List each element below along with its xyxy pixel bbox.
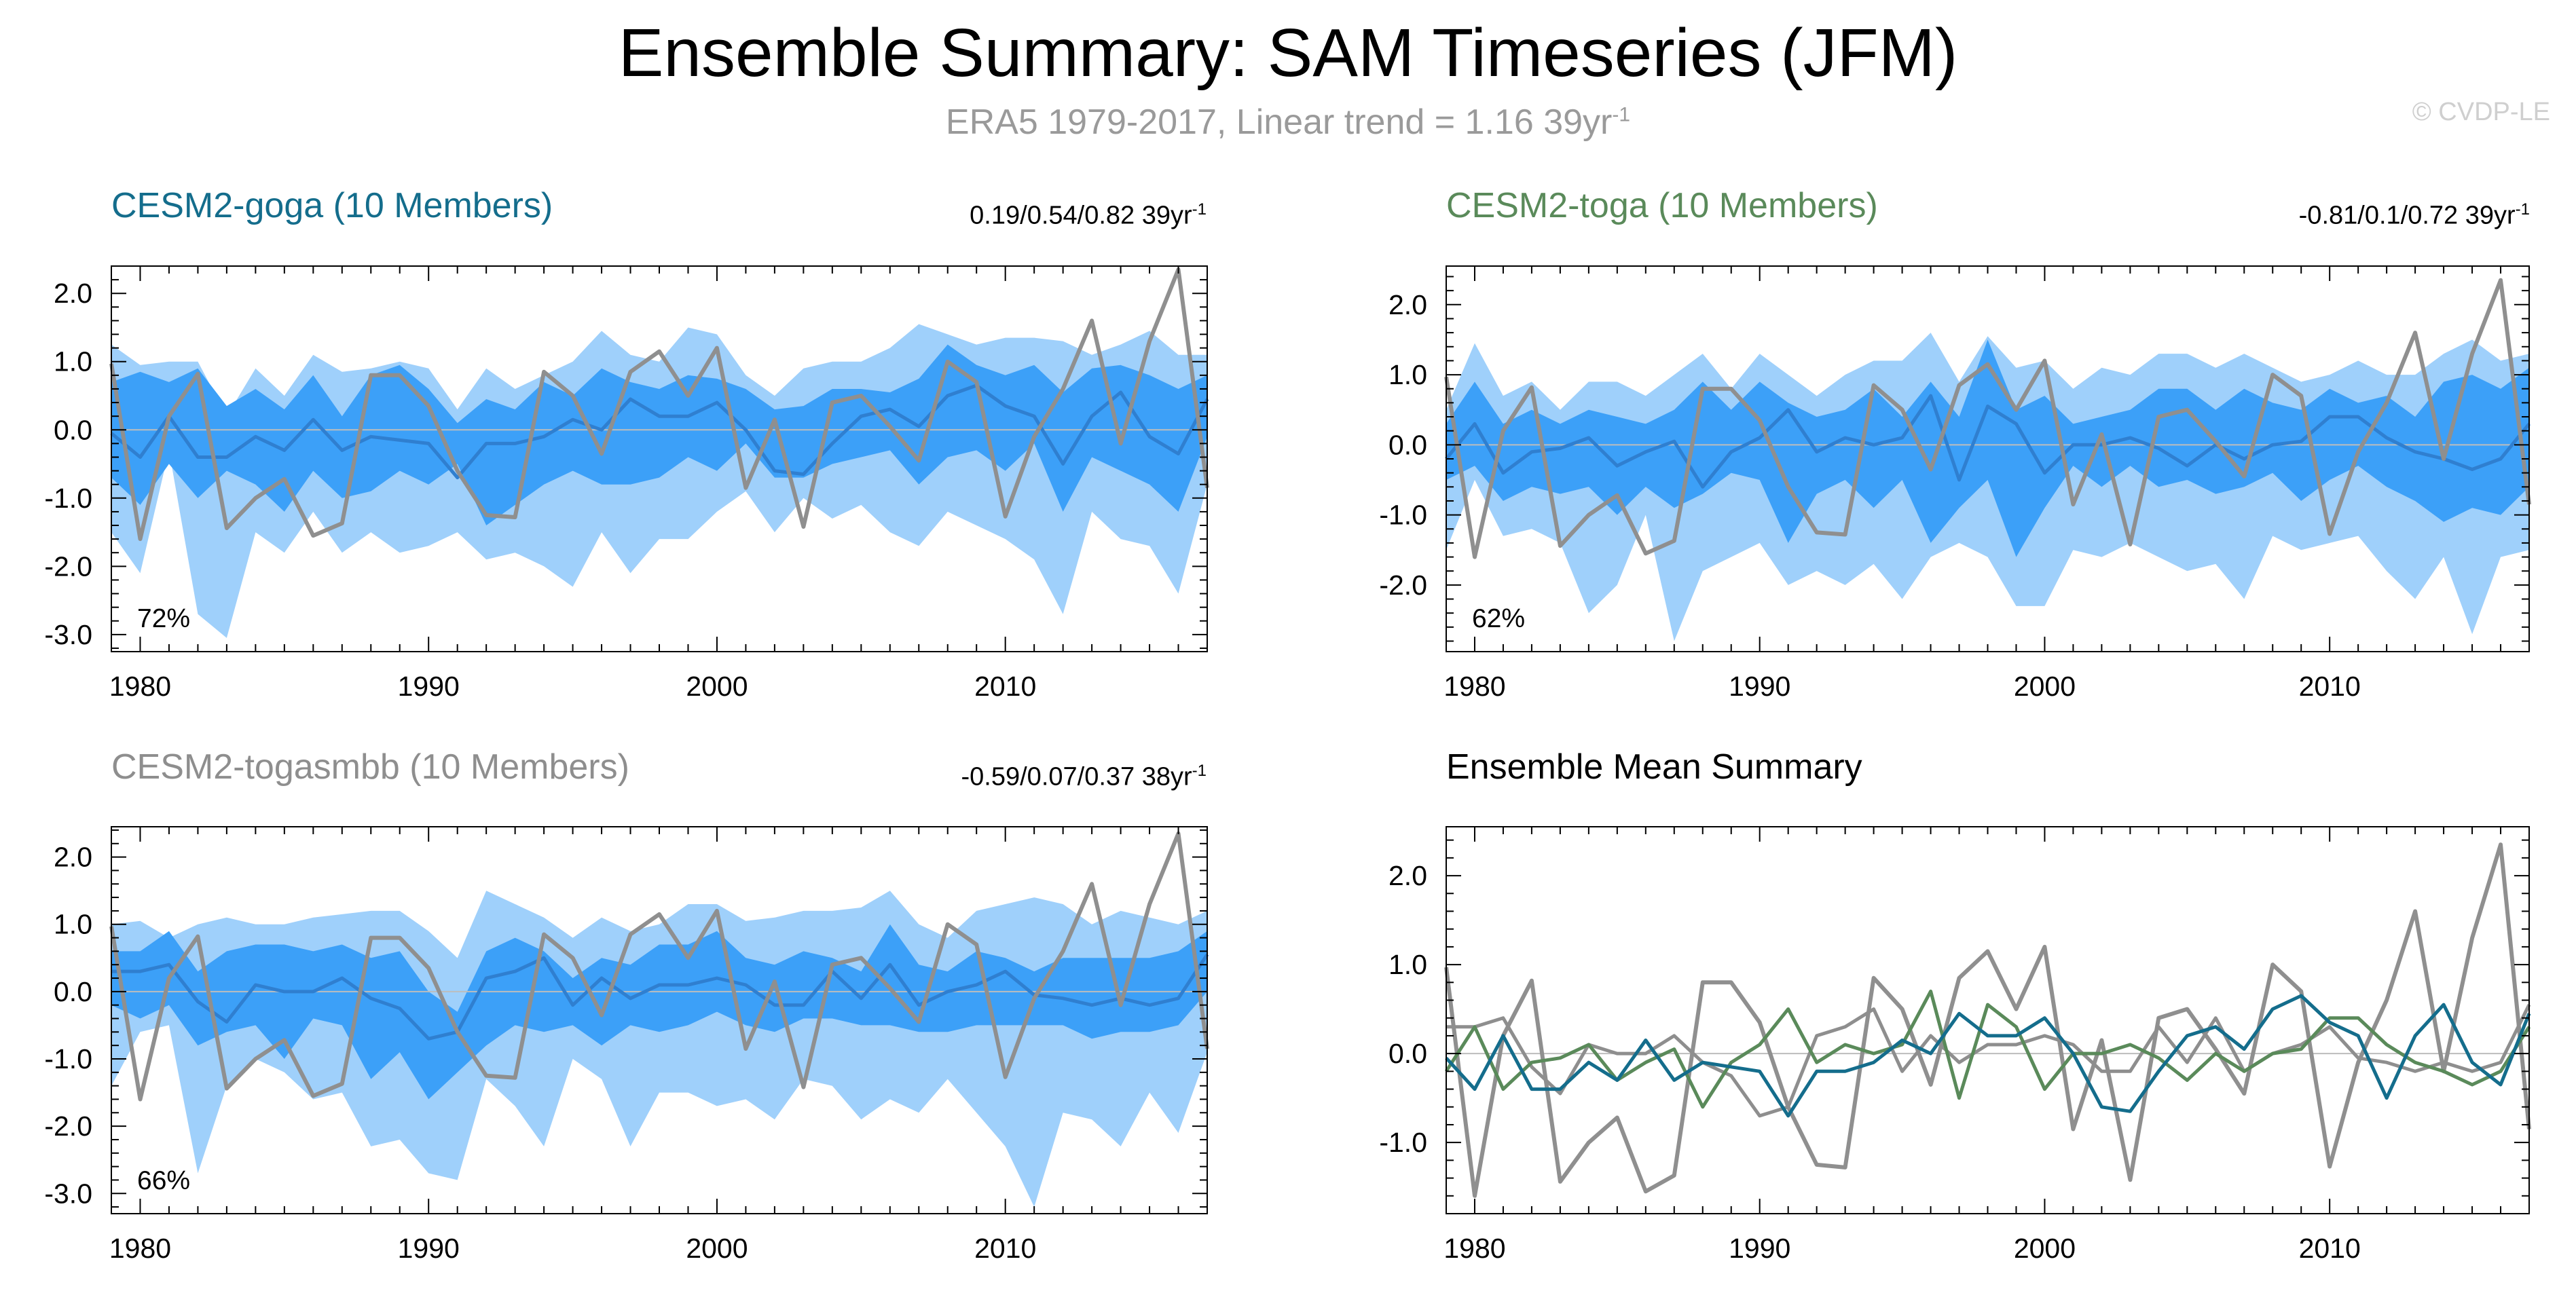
y-tick-label: -2.0 xyxy=(44,550,92,582)
series-line-era5-goga xyxy=(109,267,1209,542)
band-p10-p90-toga xyxy=(1446,339,2529,557)
stats-sup-togasmbb: -1 xyxy=(1192,762,1207,780)
figure-subtitle: ERA5 1979-2017, Linear trend = 1.16 39yr… xyxy=(0,102,2576,143)
x-tick-label: 2010 xyxy=(2299,671,2361,702)
panel-title-goga: CESM2-goga (10 Members) xyxy=(111,186,553,225)
series-line-ensemble-mean-togasmbb xyxy=(111,953,1209,1041)
series-line-ensemble-mean-toga xyxy=(1445,394,2531,489)
y-tick-label: 0.0 xyxy=(54,414,92,445)
y-tick-label: 2.0 xyxy=(54,842,92,873)
stats-sup-toga: -1 xyxy=(2515,200,2530,219)
percent-label-togasmbb: 66% xyxy=(137,1166,190,1195)
x-tick-label: 1980 xyxy=(1443,1233,1505,1264)
x-tick-label: 1990 xyxy=(1729,671,1790,702)
plot-frame-mean_summary xyxy=(1446,826,2530,1214)
y-tick-label: -1.0 xyxy=(44,483,92,514)
x-tick-label: 2010 xyxy=(974,671,1036,702)
stats-text-toga: -0.81/0.1/0.72 39yr xyxy=(2298,201,2516,230)
x-tick-label: 1980 xyxy=(1443,671,1505,702)
band-min-max-togasmbb xyxy=(111,891,1207,1208)
series-line-togasmbb-summary xyxy=(1446,1003,2531,1118)
y-tick-label: 2.0 xyxy=(1388,289,1427,320)
y-tick-label: -1.0 xyxy=(1379,1127,1427,1158)
stats-text-goga: 0.19/0.54/0.82 39yr xyxy=(970,201,1192,230)
y-tick-label: -3.0 xyxy=(44,1178,92,1209)
stats-sup-goga: -1 xyxy=(1192,200,1207,219)
percent-label-toga: 62% xyxy=(1472,604,1525,633)
x-tick-label: 2000 xyxy=(686,671,748,702)
band-p10-p90-goga xyxy=(111,344,1207,525)
subtitle-exponent: -1 xyxy=(1612,103,1631,126)
y-tick-label: -2.0 xyxy=(1379,569,1427,601)
y-tick-label: -1.0 xyxy=(44,1043,92,1075)
x-tick-label: 2010 xyxy=(974,1233,1036,1264)
figure-title: Ensemble Summary: SAM Timeseries (JFM) xyxy=(618,15,1958,91)
x-tick-label: 2010 xyxy=(2299,1233,2361,1264)
x-tick-label: 2000 xyxy=(2014,1233,2076,1264)
x-tick-label: 1990 xyxy=(1729,1233,1790,1264)
panel-title-toga: CESM2-toga (10 Members) xyxy=(1446,186,1878,225)
percent-label-goga: 72% xyxy=(137,604,190,633)
y-tick-label: 1.0 xyxy=(54,346,92,377)
series-line-era5-togasmbb xyxy=(109,831,1209,1102)
series-line-era5-summary xyxy=(1444,842,2531,1198)
chart-panel-mean_summary: 1980 1990 2000 2010 -1.0 0.0 1.0 2.0 xyxy=(1379,826,2531,1264)
x-tick-label: 1980 xyxy=(109,671,171,702)
panel-stats-togasmbb: -0.59/0.07/0.37 38yr-1 xyxy=(961,755,1207,793)
x-tick-label: 1990 xyxy=(398,1233,460,1264)
x-tick-label: 2000 xyxy=(2014,671,2076,702)
y-tick-label: 1.0 xyxy=(54,909,92,940)
credit-label: © CVDP-LE xyxy=(2412,98,2550,126)
y-tick-label: -3.0 xyxy=(44,619,92,650)
chart-panel-toga: 1980 1990 2000 2010 -2.0 -1.0 0.0 1.0 2.0 62% xyxy=(1379,265,2531,702)
subtitle-text: ERA5 1979-2017, Linear trend = 1.16 39yr xyxy=(945,102,1613,142)
stats-text-togasmbb: -0.59/0.07/0.37 38yr xyxy=(961,762,1192,791)
panel-stats-goga: 0.19/0.54/0.82 39yr-1 xyxy=(970,193,1207,232)
y-tick-label: 1.0 xyxy=(1388,949,1427,980)
panel-title-togasmbb: CESM2-togasmbb (10 Members) xyxy=(111,747,629,787)
y-tick-label: 1.0 xyxy=(1388,359,1427,390)
series-line-era5-toga xyxy=(1444,278,2531,559)
series-line-ensemble-mean-goga xyxy=(110,384,1209,480)
panel-stats-toga: -0.81/0.1/0.72 39yr-1 xyxy=(2299,193,2530,232)
band-p10-p90-togasmbb xyxy=(111,924,1207,1100)
series-line-goga-summary xyxy=(1445,994,2531,1118)
x-tick-label: 1990 xyxy=(398,671,460,702)
y-tick-label: -2.0 xyxy=(44,1110,92,1142)
y-tick-label: 0.0 xyxy=(1388,429,1427,460)
x-tick-label: 1980 xyxy=(109,1233,171,1264)
y-tick-label: 2.0 xyxy=(54,278,92,309)
x-tick-label: 2000 xyxy=(686,1233,748,1264)
y-tick-label: 0.0 xyxy=(1388,1038,1427,1069)
chart-panel-goga: 1980 1990 2000 2010 -3.0 -2.0 -1.0 0.0 1.0 2.0 72% xyxy=(44,265,1209,702)
chart-panel-togasmbb: 1980 1990 2000 2010 -3.0 -2.0 -1.0 0.0 1.0 2.0 66% xyxy=(44,826,1209,1264)
series-line-toga-summary xyxy=(1444,989,2531,1109)
y-tick-label: 2.0 xyxy=(1388,860,1427,891)
panel-title-mean-summary: Ensemble Mean Summary xyxy=(1446,747,1862,787)
y-tick-label: -1.0 xyxy=(1379,500,1427,531)
y-tick-label: 0.0 xyxy=(54,976,92,1007)
